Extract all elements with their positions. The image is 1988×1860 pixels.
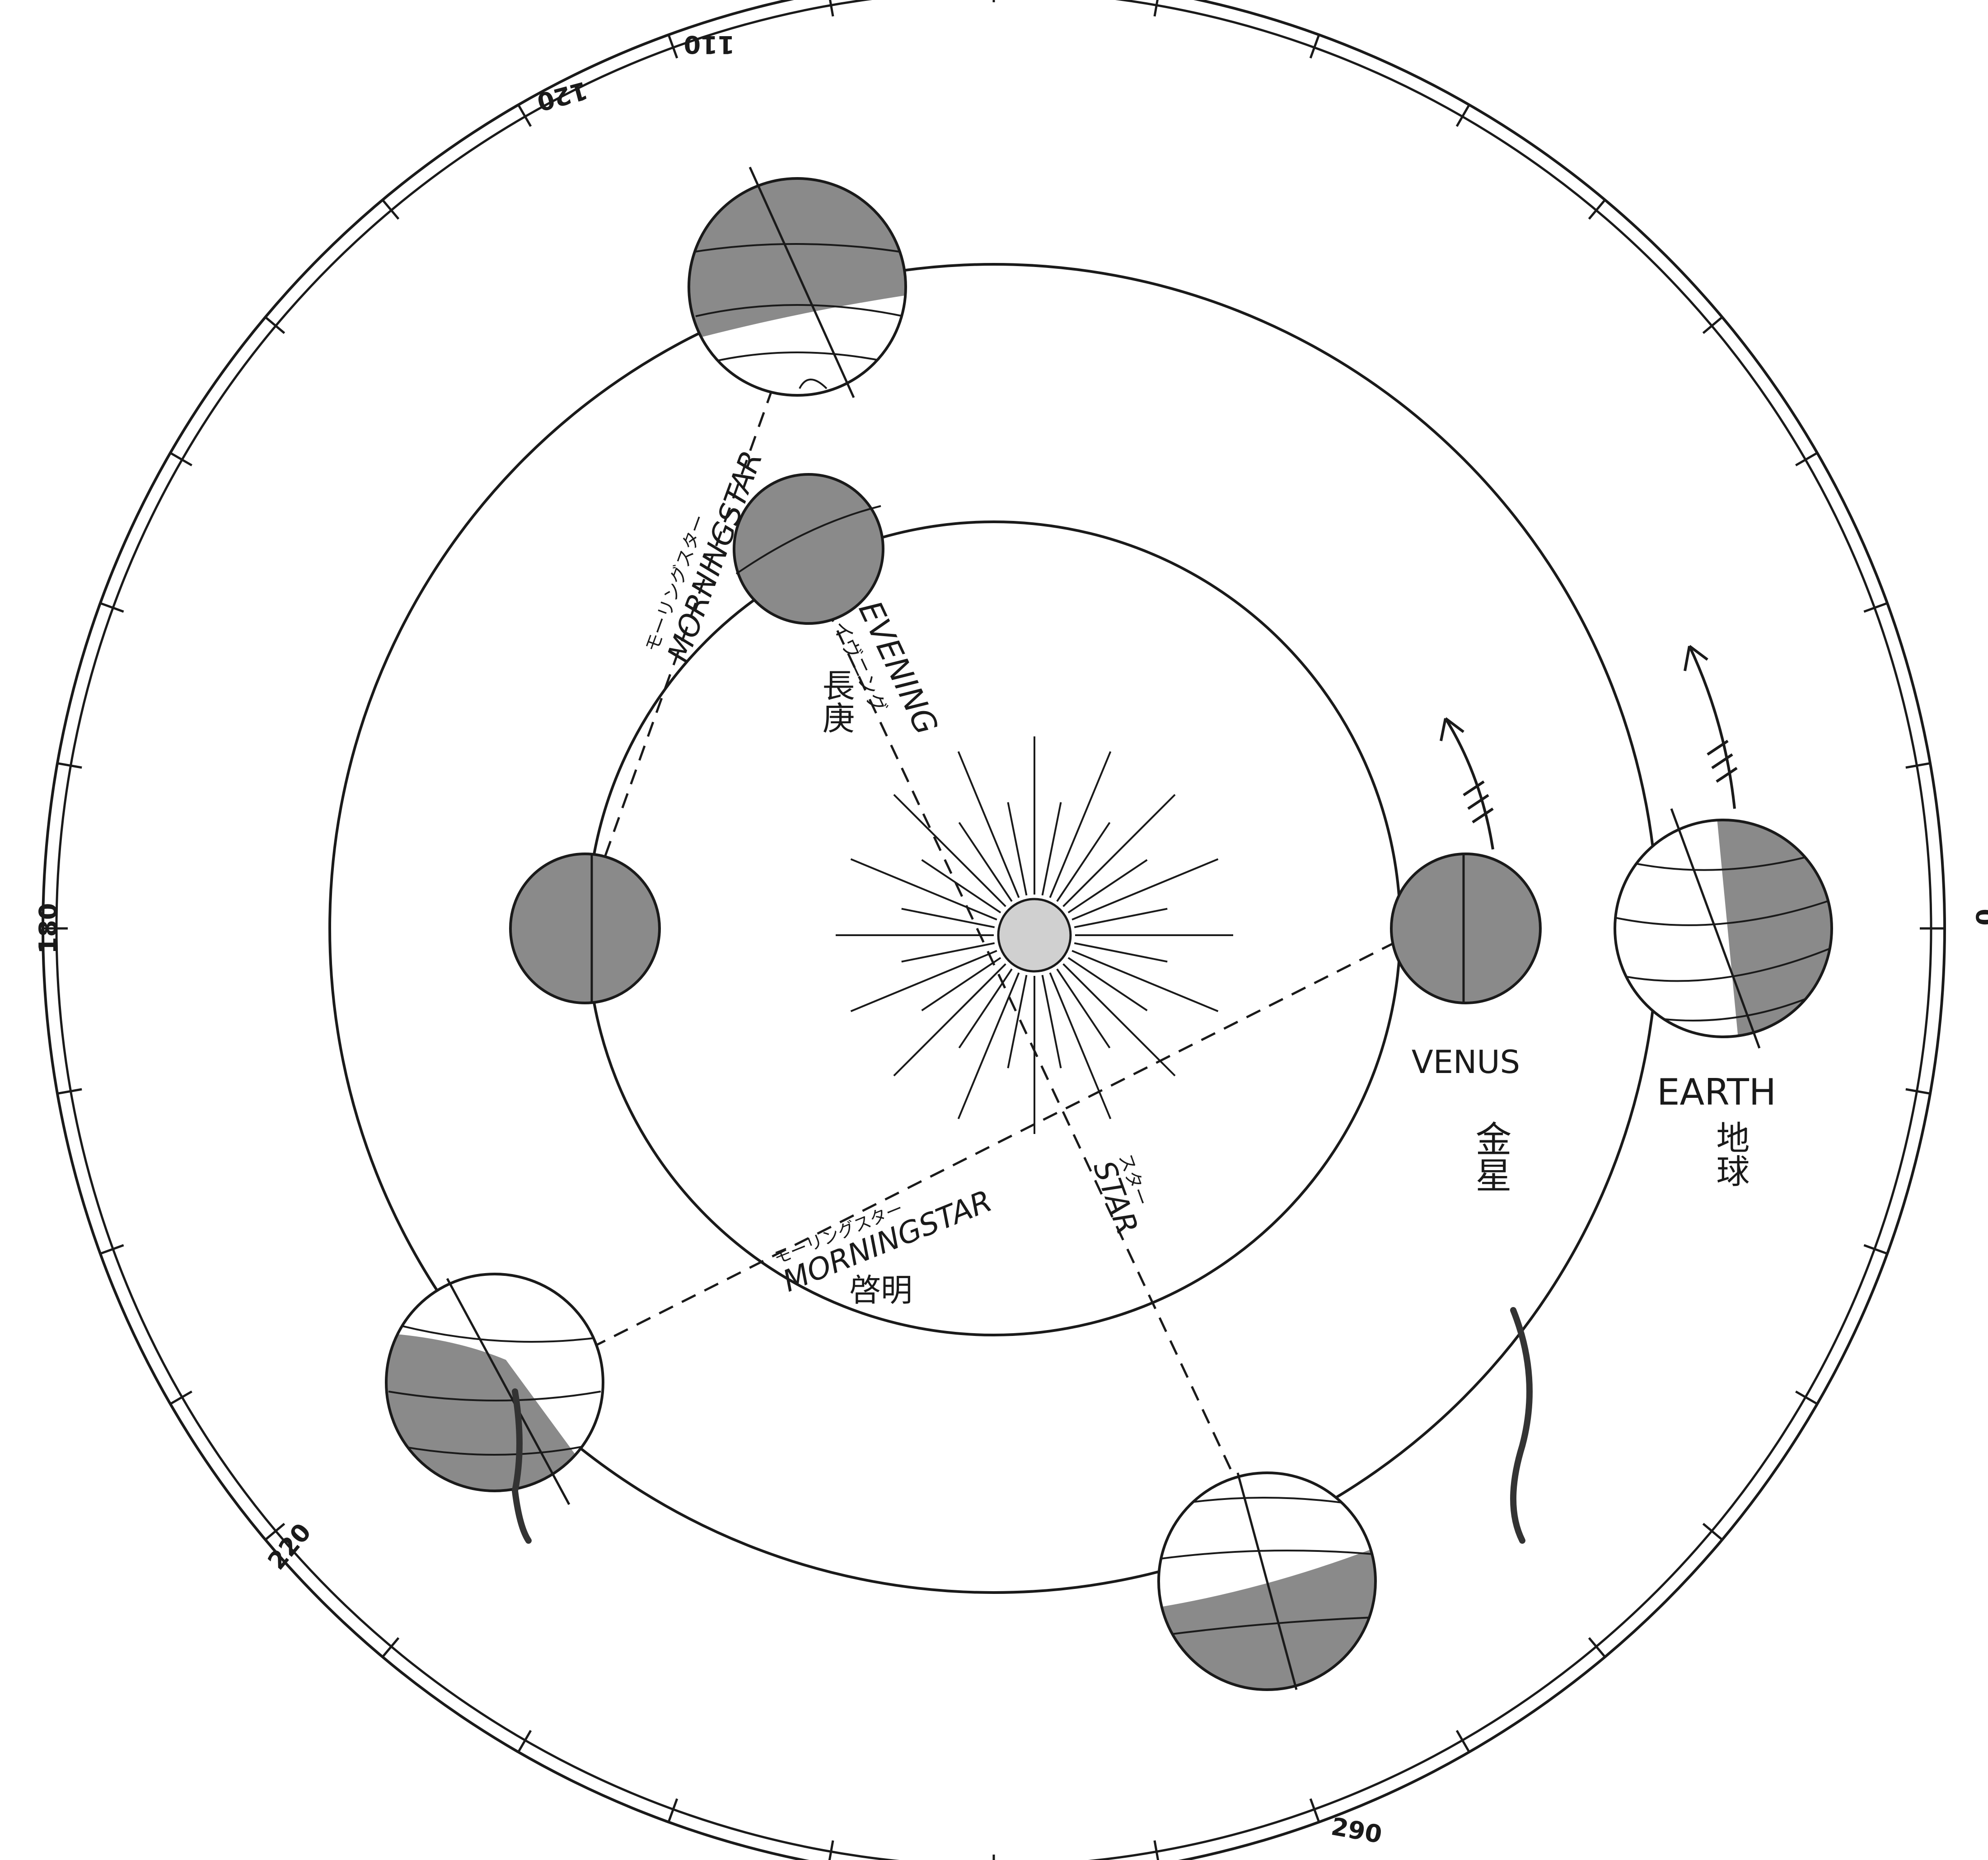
degree-tick [1309, 34, 1320, 59]
degree-tick [1588, 199, 1606, 220]
degree-scale-ring [42, 0, 1946, 1860]
degree-label-120: 120 [534, 76, 590, 117]
planet-labels: VENUS 金星 EARTH 地球 [1412, 1044, 1776, 1193]
earth-position-left [385, 1273, 604, 1505]
degree-tick [1153, 1840, 1160, 1860]
venus-label: VENUS [1412, 1044, 1520, 1081]
degree-tick [382, 199, 400, 220]
orbit-direction-arrow-icon [1440, 645, 1738, 850]
degree-tick [264, 316, 285, 334]
sun-ray [1041, 802, 1062, 896]
earth-position-right [1614, 808, 1833, 1049]
sun-ray [1056, 968, 1111, 1049]
sun-ray [1062, 963, 1176, 1077]
sun-ray [1062, 794, 1176, 907]
sight-line-lower-morning [584, 929, 1419, 1352]
evening-jp-label: 長庚 [817, 669, 855, 734]
sun-disc [997, 898, 1072, 973]
sun-ray [921, 859, 1001, 914]
degree-tick [264, 1523, 285, 1541]
degree-tick [1795, 452, 1818, 467]
degree-tick [517, 1730, 532, 1753]
sun-ray [921, 957, 1001, 1012]
degree-tick [667, 1798, 678, 1823]
sight-line-upper-morning [595, 388, 774, 881]
degree-label-0: 0 [1970, 909, 1988, 926]
venus-jp-label: 金星 [1470, 1120, 1512, 1193]
sun-ray [957, 972, 1020, 1120]
venus-direction-arrow [1440, 717, 1494, 850]
sun-ray [1071, 858, 1219, 921]
sun-ray [1049, 751, 1112, 898]
star-label: STAR スター [1086, 1151, 1152, 1239]
sun-ray [893, 963, 1006, 1077]
sight-line-evening [825, 607, 1255, 1519]
degree-tick [1905, 762, 1931, 769]
degree-tick [57, 1088, 82, 1095]
degree-tick [1863, 602, 1888, 613]
ink-smudges [511, 1307, 1533, 1544]
earth-position-bottom [1157, 1471, 1377, 1691]
sun-ray [1041, 975, 1062, 1068]
sun-ray [901, 942, 995, 963]
sun-ray [1049, 972, 1112, 1120]
degree-tick [1455, 104, 1470, 127]
venus-position-top [733, 473, 884, 625]
degree-tick [1905, 1088, 1931, 1095]
degree-tick [1863, 1244, 1888, 1255]
sun-ray [1056, 822, 1111, 902]
sun-ray [958, 968, 1013, 1049]
degree-tick [517, 104, 532, 127]
sight-lines [584, 388, 1419, 1519]
venus-planet-icon [509, 473, 1542, 1004]
sun-ray [957, 751, 1020, 898]
degree-tick [100, 602, 124, 613]
degree-tick [169, 1390, 192, 1405]
earth-planet-icon [385, 166, 1833, 1691]
sun-ray [901, 908, 995, 928]
degree-tick [169, 452, 192, 467]
earth-jp-label: 地球 [1711, 1120, 1749, 1187]
sun-ray [1067, 859, 1148, 914]
sun-ray [1074, 908, 1168, 928]
degree-label-290: 290 [1329, 1812, 1384, 1849]
sun-ray [893, 794, 1006, 907]
earth-label: EARTH [1657, 1071, 1776, 1113]
sun-ray [1067, 957, 1148, 1012]
degree-tick [382, 1637, 400, 1658]
degree-tick [1455, 1730, 1470, 1753]
sun-ray [958, 822, 1013, 902]
degree-label-110: 110 [684, 30, 735, 59]
degree-tick [667, 34, 678, 59]
sun-ray [1007, 802, 1028, 896]
sun-ray [1007, 975, 1028, 1068]
degree-tick [57, 762, 82, 769]
venus-position-left [509, 853, 661, 1004]
degree-tick [1153, 0, 1159, 17]
degree-label-180: 180 [34, 903, 62, 954]
degree-tick [1702, 1523, 1723, 1541]
sun-ray [1074, 942, 1168, 963]
degree-tick [1309, 1798, 1320, 1823]
earth-direction-arrow [1684, 645, 1738, 809]
earth-position-top [688, 166, 907, 398]
sun-ray [1071, 950, 1219, 1012]
morning-jp-label: 啓明 [849, 1272, 912, 1309]
degree-tick [1702, 316, 1723, 334]
sun-ray [850, 858, 997, 921]
degree-tick [828, 1840, 834, 1860]
sun-icon [836, 736, 1233, 1134]
degree-tick [100, 1244, 124, 1255]
sun-ray [850, 950, 997, 1012]
degree-tick [829, 0, 834, 17]
degree-ticks [43, 0, 1945, 1860]
degree-tick [1588, 1637, 1606, 1658]
venus-position-right [1390, 853, 1542, 1004]
degree-tick [1795, 1390, 1818, 1405]
